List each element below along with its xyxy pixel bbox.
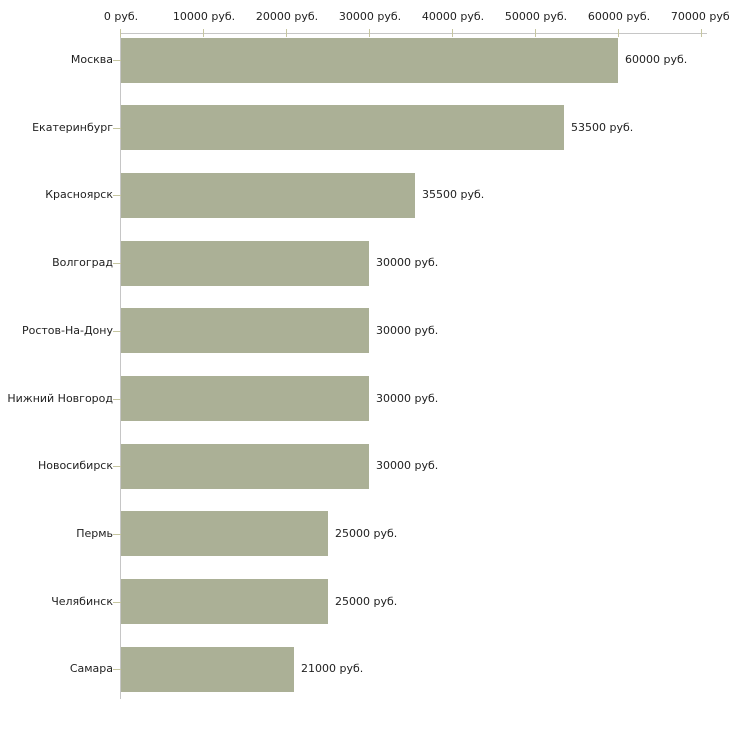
value-label: 30000 руб. — [376, 459, 439, 472]
category-tick — [113, 602, 121, 603]
bar-4 — [121, 241, 369, 286]
category-tick — [113, 331, 121, 332]
x-axis-tick-label: 10000 руб. — [172, 10, 236, 23]
value-label: 35500 руб. — [422, 188, 485, 201]
x-axis-tick — [203, 29, 204, 37]
category-tick — [113, 60, 121, 61]
bar-1 — [121, 38, 618, 83]
bar-2 — [121, 105, 564, 150]
bar-3 — [121, 173, 415, 218]
y-axis-line — [120, 33, 121, 699]
value-label: 21000 руб. — [301, 662, 364, 675]
x-axis-tick-label: 70000 руб. — [670, 10, 730, 23]
category-tick — [113, 128, 121, 129]
category-label: Красноярск — [45, 188, 113, 201]
value-label: 30000 руб. — [376, 256, 439, 269]
x-axis-line — [120, 33, 707, 34]
category-tick — [113, 195, 121, 196]
value-label: 30000 руб. — [376, 392, 439, 405]
bar-7 — [121, 444, 369, 489]
x-axis-tick — [535, 29, 536, 37]
category-label: Ростов-На-Дону — [21, 324, 113, 337]
category-label: Волгоград — [52, 256, 113, 269]
category-label: Нижний Новгород — [7, 392, 113, 405]
x-axis-tick-label: 0 руб. — [103, 10, 139, 23]
category-label: Новосибирск — [37, 459, 113, 472]
category-label: Москва — [70, 53, 113, 66]
category-tick — [113, 466, 121, 467]
category-tick — [113, 534, 121, 535]
x-axis-tick-label: 60000 руб. — [587, 10, 651, 23]
x-axis-tick — [120, 29, 121, 37]
x-axis-tick — [452, 29, 453, 37]
category-tick — [113, 263, 121, 264]
bar-9 — [121, 579, 328, 624]
category-label: Екатеринбург — [32, 121, 113, 134]
value-label: 30000 руб. — [376, 324, 439, 337]
x-axis-tick-label: 50000 руб. — [504, 10, 568, 23]
x-axis-tick — [701, 29, 702, 37]
value-label: 25000 руб. — [335, 527, 398, 540]
bar-8 — [121, 511, 328, 556]
category-label: Самара — [69, 662, 113, 675]
x-axis-tick — [618, 29, 619, 37]
bar-5 — [121, 308, 369, 353]
category-tick — [113, 399, 121, 400]
value-label: 25000 руб. — [335, 595, 398, 608]
bar-10 — [121, 647, 294, 692]
value-label: 60000 руб. — [625, 53, 688, 66]
category-label: Челябинск — [51, 595, 113, 608]
category-tick — [113, 669, 121, 670]
bar-6 — [121, 376, 369, 421]
x-axis-tick — [286, 29, 287, 37]
x-axis-tick-label: 40000 руб. — [421, 10, 485, 23]
value-label: 53500 руб. — [571, 121, 634, 134]
x-axis-tick — [369, 29, 370, 37]
category-label: Пермь — [76, 527, 113, 540]
x-axis-tick-label: 20000 руб. — [255, 10, 319, 23]
x-axis-tick-label: 30000 руб. — [338, 10, 402, 23]
